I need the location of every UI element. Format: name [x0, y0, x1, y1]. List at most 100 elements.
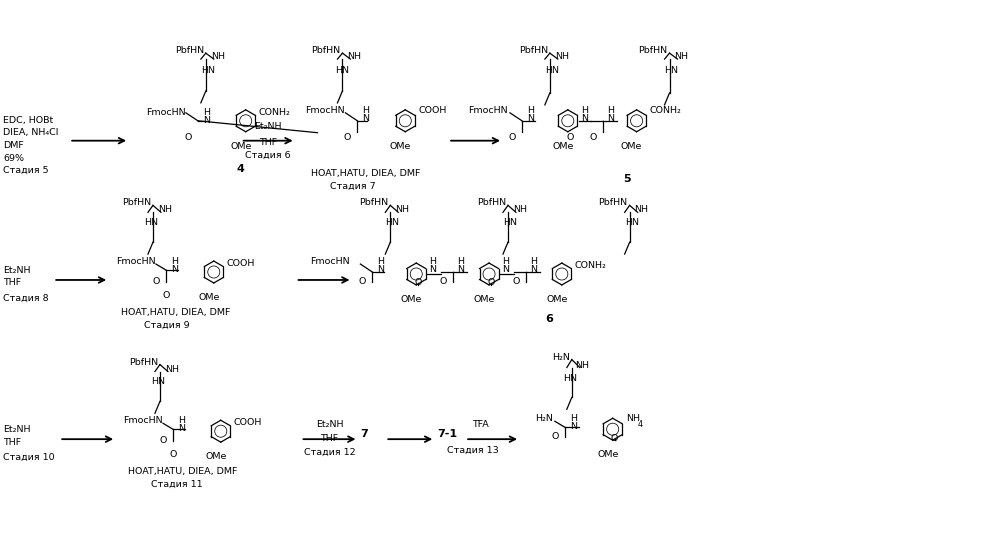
Text: OMe: OMe: [390, 142, 411, 151]
Text: Et₂NH: Et₂NH: [316, 420, 344, 429]
Text: OMe: OMe: [474, 295, 495, 304]
Text: COOH: COOH: [419, 106, 447, 115]
Text: H₂N: H₂N: [534, 414, 552, 424]
Text: THF: THF: [259, 138, 277, 147]
Text: H: H: [178, 416, 185, 425]
Text: N: N: [529, 265, 536, 274]
Text: NH: NH: [348, 52, 362, 61]
Text: NH: NH: [634, 205, 648, 214]
Text: OMe: OMe: [621, 142, 642, 151]
Text: Et₂NH: Et₂NH: [254, 122, 282, 131]
Text: OMe: OMe: [546, 295, 567, 304]
Text: OMe: OMe: [552, 142, 573, 151]
Text: COOH: COOH: [234, 418, 262, 427]
Text: H: H: [569, 414, 576, 424]
Text: NH: NH: [625, 414, 639, 424]
Text: HN: HN: [386, 218, 400, 227]
Text: HOAT,HATU, DIEA, DMF: HOAT,HATU, DIEA, DMF: [311, 168, 420, 178]
Text: CONH₂: CONH₂: [649, 106, 681, 115]
Text: NH: NH: [574, 361, 588, 370]
Text: HOAT,HATU, DIEA, DMF: HOAT,HATU, DIEA, DMF: [121, 308, 231, 317]
Text: 7: 7: [361, 429, 369, 439]
Text: HN: HN: [201, 66, 215, 75]
Text: FmocHN: FmocHN: [469, 106, 507, 115]
Text: H: H: [529, 257, 536, 266]
Text: Стадия 6: Стадия 6: [245, 151, 291, 160]
Text: FmocHN: FmocHN: [311, 257, 351, 266]
Text: Et₂NH: Et₂NH: [3, 425, 31, 434]
Text: NH: NH: [158, 205, 172, 214]
Text: Стадия 10: Стадия 10: [3, 453, 55, 461]
Text: N: N: [606, 114, 613, 123]
Text: NH: NH: [396, 205, 410, 214]
Text: HN: HN: [502, 218, 517, 227]
Text: O: O: [566, 133, 573, 142]
Text: 4: 4: [637, 420, 642, 429]
Text: H: H: [378, 257, 385, 266]
Text: O: O: [611, 434, 618, 443]
Text: H: H: [363, 106, 370, 115]
Text: NH: NH: [674, 52, 688, 61]
Text: 5: 5: [622, 174, 630, 184]
Text: EDC, HOBt: EDC, HOBt: [3, 116, 54, 125]
Text: N: N: [569, 422, 576, 431]
Text: O: O: [589, 133, 596, 142]
Text: O: O: [184, 133, 192, 142]
Text: 6: 6: [544, 314, 552, 324]
Text: Стадия 9: Стадия 9: [144, 321, 190, 330]
Text: Стадия 12: Стадия 12: [304, 448, 356, 457]
Text: 4: 4: [237, 163, 245, 174]
Text: PbfHN: PbfHN: [122, 199, 151, 207]
Text: H: H: [606, 106, 613, 115]
Text: PbfHN: PbfHN: [638, 46, 667, 55]
Text: HN: HN: [144, 218, 158, 227]
Text: N: N: [203, 116, 210, 125]
Text: CONH₂: CONH₂: [574, 261, 606, 270]
Text: OMe: OMe: [205, 452, 227, 461]
Text: HOAT,HATU, DIEA, DMF: HOAT,HATU, DIEA, DMF: [128, 467, 238, 476]
Text: COOH: COOH: [227, 259, 255, 268]
Text: PbfHN: PbfHN: [312, 46, 341, 55]
Text: OMe: OMe: [597, 450, 618, 459]
Text: PbfHN: PbfHN: [477, 199, 505, 207]
Text: NH: NH: [512, 205, 526, 214]
Text: PbfHN: PbfHN: [129, 358, 158, 366]
Text: O: O: [551, 432, 558, 441]
Text: H: H: [526, 106, 533, 115]
Text: H: H: [430, 257, 437, 266]
Text: PbfHN: PbfHN: [518, 46, 547, 55]
Text: N: N: [526, 114, 533, 123]
Text: N: N: [363, 114, 370, 123]
Text: O: O: [512, 277, 519, 286]
Text: N: N: [430, 265, 437, 274]
Text: O: O: [359, 277, 366, 286]
Text: O: O: [162, 291, 170, 300]
Text: H: H: [171, 257, 178, 266]
Text: O: O: [344, 133, 351, 142]
Text: 69%: 69%: [3, 154, 24, 163]
Text: THF: THF: [3, 438, 22, 447]
Text: TFA: TFA: [472, 420, 489, 429]
Text: THF: THF: [3, 278, 22, 288]
Text: PbfHN: PbfHN: [360, 199, 389, 207]
Text: O: O: [152, 277, 160, 286]
Text: FmocHN: FmocHN: [123, 416, 163, 425]
Text: HN: HN: [664, 66, 678, 75]
Text: Стадия 13: Стадия 13: [448, 446, 499, 455]
Text: O: O: [508, 133, 515, 142]
Text: HN: HN: [562, 375, 576, 383]
Text: H: H: [458, 257, 465, 266]
Text: Стадия 7: Стадия 7: [331, 182, 376, 190]
Text: O: O: [169, 450, 177, 459]
Text: DIEA, NH₄Cl: DIEA, NH₄Cl: [3, 128, 59, 137]
Text: Стадия 8: Стадия 8: [3, 293, 49, 303]
Text: HN: HN: [624, 218, 638, 227]
Text: 7-1: 7-1: [438, 429, 458, 439]
Text: N: N: [458, 265, 465, 274]
Text: H: H: [203, 108, 210, 117]
Text: PbfHN: PbfHN: [175, 46, 204, 55]
Text: Стадия 5: Стадия 5: [3, 166, 49, 175]
Text: H₂N: H₂N: [551, 353, 569, 361]
Text: OMe: OMe: [230, 142, 252, 151]
Text: N: N: [378, 265, 385, 274]
